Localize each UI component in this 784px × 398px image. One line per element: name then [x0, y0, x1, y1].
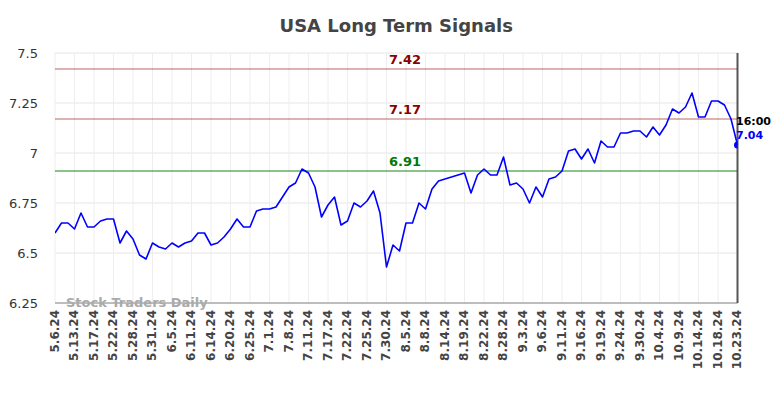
- x-tick-label: 10.9.24: [672, 310, 686, 361]
- x-tick-label: 5.31.24: [145, 310, 159, 361]
- x-tick-label: 6.11.24: [184, 310, 198, 361]
- grid-line: [308, 53, 309, 303]
- x-tick-label: 9.3.24: [516, 310, 530, 353]
- grid-line: [445, 53, 446, 303]
- y-tick-label: 7: [30, 146, 38, 161]
- x-tick-label: 10.18.24: [711, 310, 725, 369]
- grid-line: [269, 53, 270, 303]
- x-tick-label: 6.20.24: [223, 310, 237, 361]
- grid-line: [718, 53, 719, 303]
- x-tick-label: 8.22.24: [477, 310, 491, 361]
- grid-line: [640, 53, 641, 303]
- x-tick-label: 5.28.24: [126, 310, 140, 361]
- x-tick-label: 9.6.24: [535, 310, 549, 353]
- grid-line: [484, 53, 485, 303]
- grid-line: [679, 53, 680, 303]
- reference-label: 7.17: [389, 102, 421, 117]
- grid-line: [620, 53, 621, 303]
- x-tick-label: 9.16.24: [574, 310, 588, 361]
- grid-line: [74, 53, 75, 303]
- end-point: [734, 142, 738, 149]
- grid-line: [55, 253, 738, 254]
- end-time: 16:00: [736, 115, 771, 128]
- grid-line: [152, 53, 153, 303]
- grid-line: [289, 53, 290, 303]
- grid-line: [425, 53, 426, 303]
- x-tick-label: 5.22.24: [106, 310, 120, 361]
- grid-line: [503, 53, 504, 303]
- x-tick-label: 5.17.24: [87, 310, 101, 361]
- x-tick-label: 6.5.24: [165, 310, 179, 353]
- x-tick-label: 5.13.24: [67, 310, 81, 361]
- grid-line: [698, 53, 699, 303]
- grid-line: [94, 53, 95, 303]
- title: USA Long Term Signals: [280, 15, 513, 36]
- x-tick-label: 8.19.24: [457, 310, 471, 361]
- grid-line: [55, 203, 738, 204]
- x-tick-label: 9.24.24: [613, 310, 627, 361]
- reference-line: [55, 170, 738, 172]
- x-tick-label: 8.14.24: [438, 310, 452, 361]
- x-tick-label: 7.8.24: [282, 310, 296, 353]
- end-value: 7.04: [736, 129, 763, 142]
- y-tick-label: 6.25: [9, 296, 38, 311]
- reference-label: 7.42: [389, 52, 421, 67]
- x-tick-label: 10.23.24: [730, 310, 744, 369]
- watermark: Stock Traders Daily: [66, 295, 208, 310]
- x-tick-label: 8.5.24: [399, 310, 413, 353]
- x-tick-label: 8.8.24: [418, 310, 432, 353]
- grid-line: [250, 53, 251, 303]
- grid-line: [601, 53, 602, 303]
- grid-line: [230, 53, 231, 303]
- end-line: [737, 53, 739, 303]
- grid-line: [562, 53, 563, 303]
- x-tick-label: 10.4.24: [652, 310, 666, 361]
- grid-line: [347, 53, 348, 303]
- grid-line: [55, 53, 56, 303]
- grid-line: [523, 53, 524, 303]
- grid-line: [113, 53, 114, 303]
- x-tick-label: 9.11.24: [555, 310, 569, 361]
- reference-line: [55, 68, 738, 70]
- y-tick-label: 7.5: [17, 46, 38, 61]
- line: [55, 93, 738, 267]
- x-tick-label: 9.30.24: [633, 310, 647, 361]
- x-tick-label: 5.6.24: [48, 310, 62, 353]
- x-tick-label: 7.17.24: [321, 310, 335, 361]
- grid-line: [328, 53, 329, 303]
- grid-line: [581, 53, 582, 303]
- x-tick-label: 9.19.24: [594, 310, 608, 361]
- x-tick-label: 7.1.24: [262, 310, 276, 353]
- grid-line: [542, 53, 543, 303]
- x-tick-label: 6.25.24: [243, 310, 257, 361]
- x-tick-label: 7.30.24: [379, 310, 393, 361]
- grid-line: [659, 53, 660, 303]
- grid-line: [133, 53, 134, 303]
- grid-line: [367, 53, 368, 303]
- x-tick-label: 10.14.24: [691, 310, 705, 369]
- grid-line: [464, 53, 465, 303]
- x-tick-label: 6.14.24: [204, 310, 218, 361]
- x-tick-label: 7.11.24: [301, 310, 315, 361]
- grid-line: [737, 53, 738, 303]
- x-tick-label: 7.22.24: [340, 310, 354, 361]
- grid-line: [191, 53, 192, 303]
- grid-line: [172, 53, 173, 303]
- reference-label: 6.91: [389, 154, 421, 169]
- y-tick-label: 6.75: [9, 196, 38, 211]
- grid-line: [211, 53, 212, 303]
- x-tick-label: 7.25.24: [360, 310, 374, 361]
- x-tick-label: 8.28.24: [496, 310, 510, 361]
- y-tick-label: 6.5: [17, 246, 38, 261]
- y-tick-label: 7.25: [9, 96, 38, 111]
- chart: USA Long Term Signals 6.25 6.5 6.75 7 7.25 7.5…: [0, 0, 784, 398]
- plot-area: [55, 69, 738, 267]
- grid-line: [406, 53, 407, 303]
- reference-line: [55, 118, 738, 120]
